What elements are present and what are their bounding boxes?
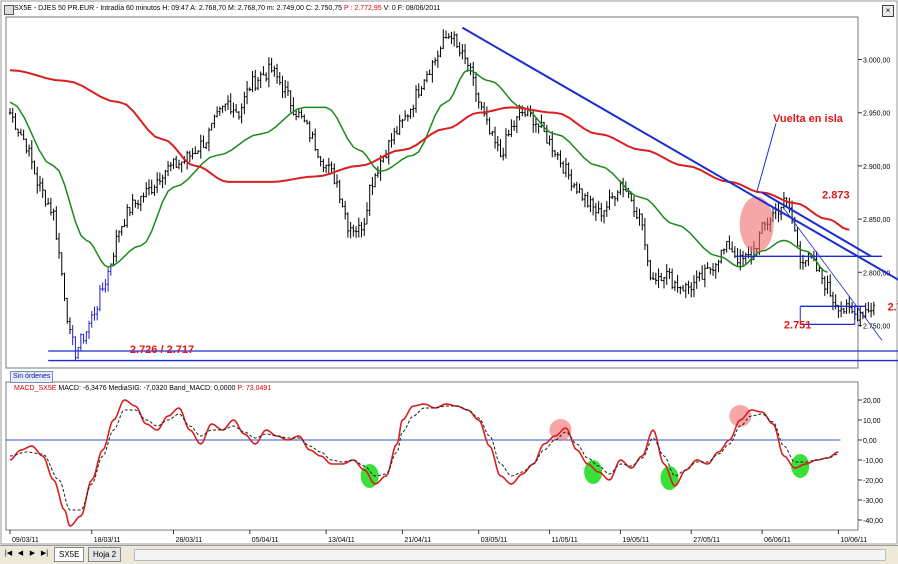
macd-line bbox=[9, 399, 839, 527]
next-sheet-button[interactable]: ▶ bbox=[29, 550, 36, 557]
moving-average-green bbox=[9, 69, 828, 273]
macd-p-value: P: 73,0491 bbox=[237, 385, 272, 392]
macd-header: MACD_SX5E MACD: -6,3476 MediaSIG: -7,032… bbox=[14, 385, 271, 392]
x-tick-label: 19/05/11 bbox=[622, 537, 649, 544]
macd-y-tick-label: -20,00 bbox=[863, 478, 883, 485]
x-tick-label: 05/04/11 bbox=[252, 537, 279, 544]
close-icon[interactable]: × bbox=[882, 5, 894, 17]
price-y-tick-label: 2.950,00 bbox=[863, 111, 890, 118]
price-y-tick-label: 2.900,00 bbox=[863, 164, 890, 171]
prev-sheet-button[interactable]: ◀ bbox=[17, 550, 24, 557]
header-v-date: V: 0 F: 08/06/2011 bbox=[383, 5, 441, 12]
moving-average-red bbox=[9, 69, 850, 231]
sheet-tab-sx5e[interactable]: SX5E bbox=[54, 547, 85, 562]
price-annotation: 2.751 bbox=[784, 319, 812, 331]
macd-panel bbox=[5, 381, 859, 531]
sheet-tab-bar: |◀ ◀ ▶ ▶| SX5E Hoja 2 bbox=[0, 545, 898, 564]
horizontal-scrollbar[interactable] bbox=[134, 549, 886, 561]
macd-peak-highlight bbox=[729, 405, 752, 427]
x-tick-label: 06/06/11 bbox=[764, 537, 791, 544]
price-y-tick-label: 2.800,00 bbox=[863, 270, 890, 277]
orders-status-button[interactable]: Sin órdenes bbox=[10, 371, 54, 383]
header-title: SX5E - DJES 50 PR.EUR - Intradía 60 minu… bbox=[14, 5, 161, 12]
trendline bbox=[761, 191, 872, 258]
price-annotation: 2.726 / 2.717 bbox=[130, 344, 194, 356]
trendline bbox=[461, 26, 898, 281]
header-ohlc: H: 09:47 A: 2.768,70 M: 2.768,70 m: 2.74… bbox=[162, 5, 343, 12]
trendline bbox=[783, 208, 883, 341]
macd-y-tick-label: 0,00 bbox=[863, 438, 877, 445]
macd-values: MACD: -6,3476 MediaSIG: -7,0320 Band_MAC… bbox=[58, 385, 236, 392]
macd-y-tick-label: -40,00 bbox=[863, 518, 883, 525]
x-tick-label: 18/03/11 bbox=[94, 537, 121, 544]
macd-y-tick-label: -30,00 bbox=[863, 498, 883, 505]
macd-y-tick-label: 20,00 bbox=[863, 398, 881, 405]
x-tick-label: 13/04/11 bbox=[328, 537, 355, 544]
outer-border bbox=[0, 0, 898, 545]
macd-trough-highlight bbox=[660, 466, 679, 490]
island-reversal-highlight bbox=[739, 196, 774, 253]
last-sheet-button[interactable]: ▶| bbox=[40, 550, 49, 557]
sheet-tab-hoja2[interactable]: Hoja 2 bbox=[88, 547, 122, 562]
window-menu-icon[interactable] bbox=[4, 5, 14, 15]
x-tick-label: 28/03/11 bbox=[176, 537, 203, 544]
price-y-tick-label: 3.000,00 bbox=[863, 58, 890, 65]
x-tick-label: 11/05/11 bbox=[552, 537, 578, 544]
price-y-tick-label: 2.850,00 bbox=[863, 217, 890, 224]
price-header: SX5E - DJES 50 PR.EUR - Intradía 60 minu… bbox=[14, 5, 440, 12]
x-tick-label: 10/06/11 bbox=[840, 537, 867, 544]
macd-y-tick-label: -10,00 bbox=[863, 458, 883, 465]
macd-signal-line bbox=[9, 405, 839, 511]
macd-y-tick-label: 10,00 bbox=[863, 418, 881, 425]
price-annotation: Vuelta en isla bbox=[773, 113, 844, 125]
callout-line bbox=[756, 123, 777, 193]
x-tick-label: 09/03/11 bbox=[12, 537, 39, 544]
x-tick-label: 21/04/11 bbox=[404, 537, 431, 544]
x-tick-label: 03/05/11 bbox=[481, 537, 508, 544]
x-tick-label: 27/05/11 bbox=[693, 537, 720, 544]
macd-name: MACD_SX5E bbox=[14, 385, 57, 392]
price-annotation: 2.873 bbox=[822, 190, 850, 202]
price-annotation: 2.768 bbox=[887, 301, 898, 313]
price-y-tick-label: 2.750,00 bbox=[863, 323, 890, 330]
first-sheet-button[interactable]: |◀ bbox=[4, 550, 13, 557]
header-p-value: P : 2.772,95 bbox=[344, 5, 382, 12]
